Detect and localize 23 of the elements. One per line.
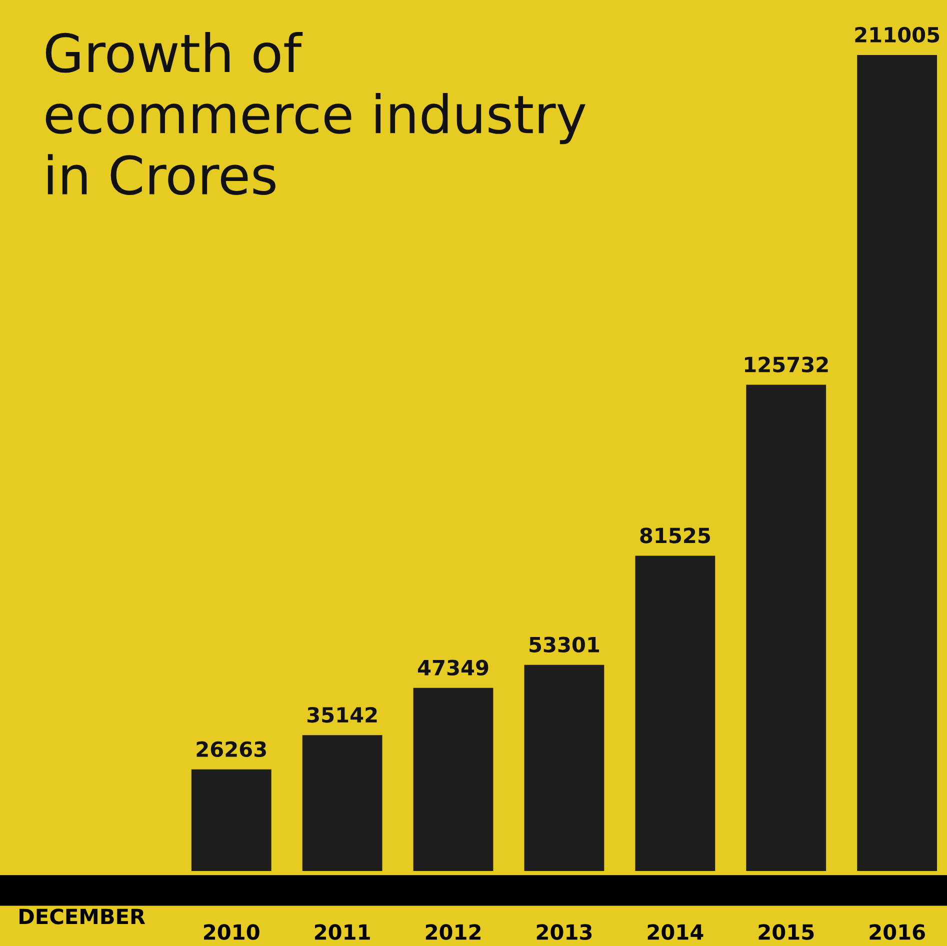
bar — [746, 384, 826, 871]
x-tick-label: 2013 — [536, 924, 592, 940]
bar — [413, 688, 494, 871]
data-label: 125732 — [744, 356, 828, 372]
x-tick-label: 2010 — [204, 924, 260, 940]
x-tick-label: 2011 — [314, 924, 370, 940]
x-tick-label: 2014 — [648, 924, 704, 940]
x-tick-label: 2016 — [870, 924, 925, 940]
bar — [191, 769, 272, 871]
bar — [524, 664, 604, 871]
x-axis-title: DECEMBER — [20, 908, 146, 924]
data-label: 211005 — [855, 26, 940, 43]
text: Growth of ecommerce industry in Crores — [46, 32, 586, 196]
data-label: 47349 — [418, 660, 488, 676]
bar — [635, 556, 716, 871]
bar — [857, 54, 938, 871]
bar — [302, 735, 382, 871]
data-label: 81525 — [640, 528, 710, 544]
data-label: 53301 — [530, 636, 600, 652]
data-label: 26263 — [196, 741, 266, 758]
x-tick-label: 2012 — [426, 924, 480, 940]
x-tick-label: 2015 — [758, 924, 814, 940]
data-label: 35142 — [307, 706, 377, 723]
